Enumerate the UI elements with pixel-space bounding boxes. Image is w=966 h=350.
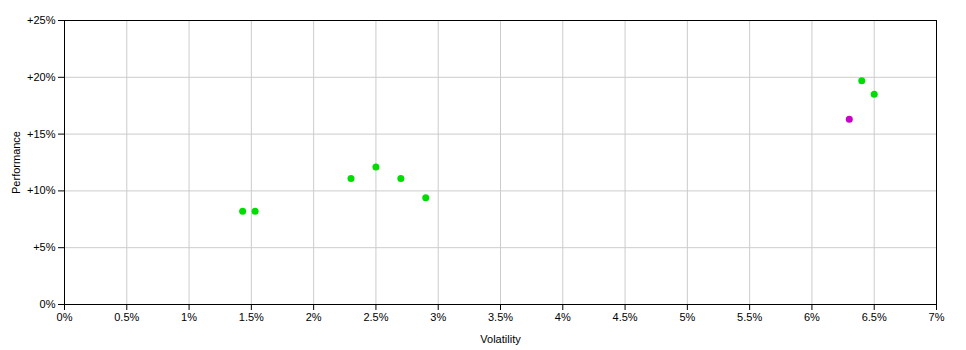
svg-text:+5%: +5% xyxy=(33,241,56,253)
svg-text:Volatility: Volatility xyxy=(480,333,521,345)
svg-text:Performance: Performance xyxy=(10,131,22,194)
svg-text:4%: 4% xyxy=(555,311,571,323)
svg-text:+20%: +20% xyxy=(27,71,56,83)
svg-text:3%: 3% xyxy=(430,311,446,323)
svg-text:6.5%: 6.5% xyxy=(862,311,887,323)
svg-text:0%: 0% xyxy=(57,311,73,323)
svg-text:+15%: +15% xyxy=(27,128,56,140)
svg-text:+10%: +10% xyxy=(27,184,56,196)
svg-text:1%: 1% xyxy=(181,311,197,323)
svg-text:7%: 7% xyxy=(929,311,945,323)
svg-text:3.5%: 3.5% xyxy=(488,311,513,323)
svg-text:0%: 0% xyxy=(40,298,56,310)
svg-text:6%: 6% xyxy=(804,311,820,323)
svg-text:2.5%: 2.5% xyxy=(363,311,388,323)
svg-text:5.5%: 5.5% xyxy=(737,311,762,323)
svg-text:1.5%: 1.5% xyxy=(239,311,264,323)
svg-text:4.5%: 4.5% xyxy=(613,311,638,323)
svg-text:5%: 5% xyxy=(679,311,695,323)
svg-text:0.5%: 0.5% xyxy=(114,311,139,323)
svg-text:+25%: +25% xyxy=(27,14,56,26)
svg-text:2%: 2% xyxy=(306,311,322,323)
